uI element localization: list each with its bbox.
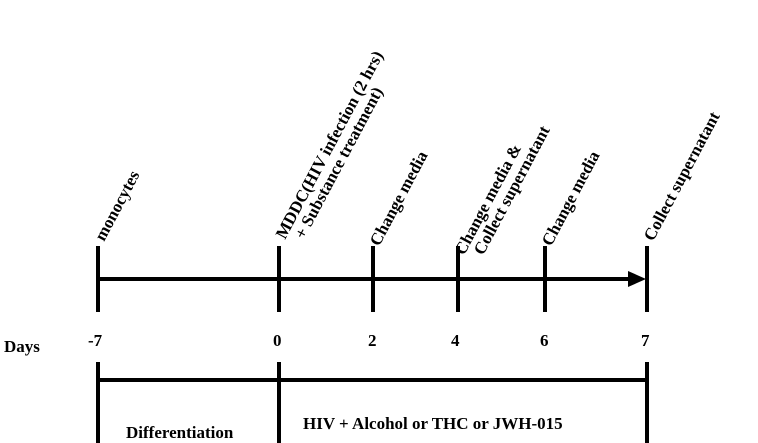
event-label: monocytes xyxy=(91,167,144,244)
event-label: Collect supernatant xyxy=(640,108,724,244)
phase-label-differentiation: Differentiation xyxy=(126,423,234,442)
event-label: Change media xyxy=(366,147,432,249)
event-label: MDDC(HIV infection (2 hrs) xyxy=(272,48,387,242)
day-number: 4 xyxy=(451,331,460,350)
days-label: Days xyxy=(4,337,40,356)
day-number: 0 xyxy=(273,331,282,350)
day-number: 6 xyxy=(540,331,549,350)
timeline-arrowhead xyxy=(628,271,646,287)
phase-label-treatment: HIV + Alcohol or THC or JWH-015 xyxy=(303,414,563,433)
day-number: 7 xyxy=(641,331,650,350)
event-label: Change media xyxy=(538,147,604,249)
day-number: 2 xyxy=(368,331,377,350)
day-numbers: -7 0 2 4 6 7 xyxy=(88,331,650,350)
event-labels: monocytes MDDC(HIV infection (2 hrs)+ Sub… xyxy=(91,48,724,258)
day-number: -7 xyxy=(88,331,103,350)
timeline-ticks xyxy=(96,246,649,312)
